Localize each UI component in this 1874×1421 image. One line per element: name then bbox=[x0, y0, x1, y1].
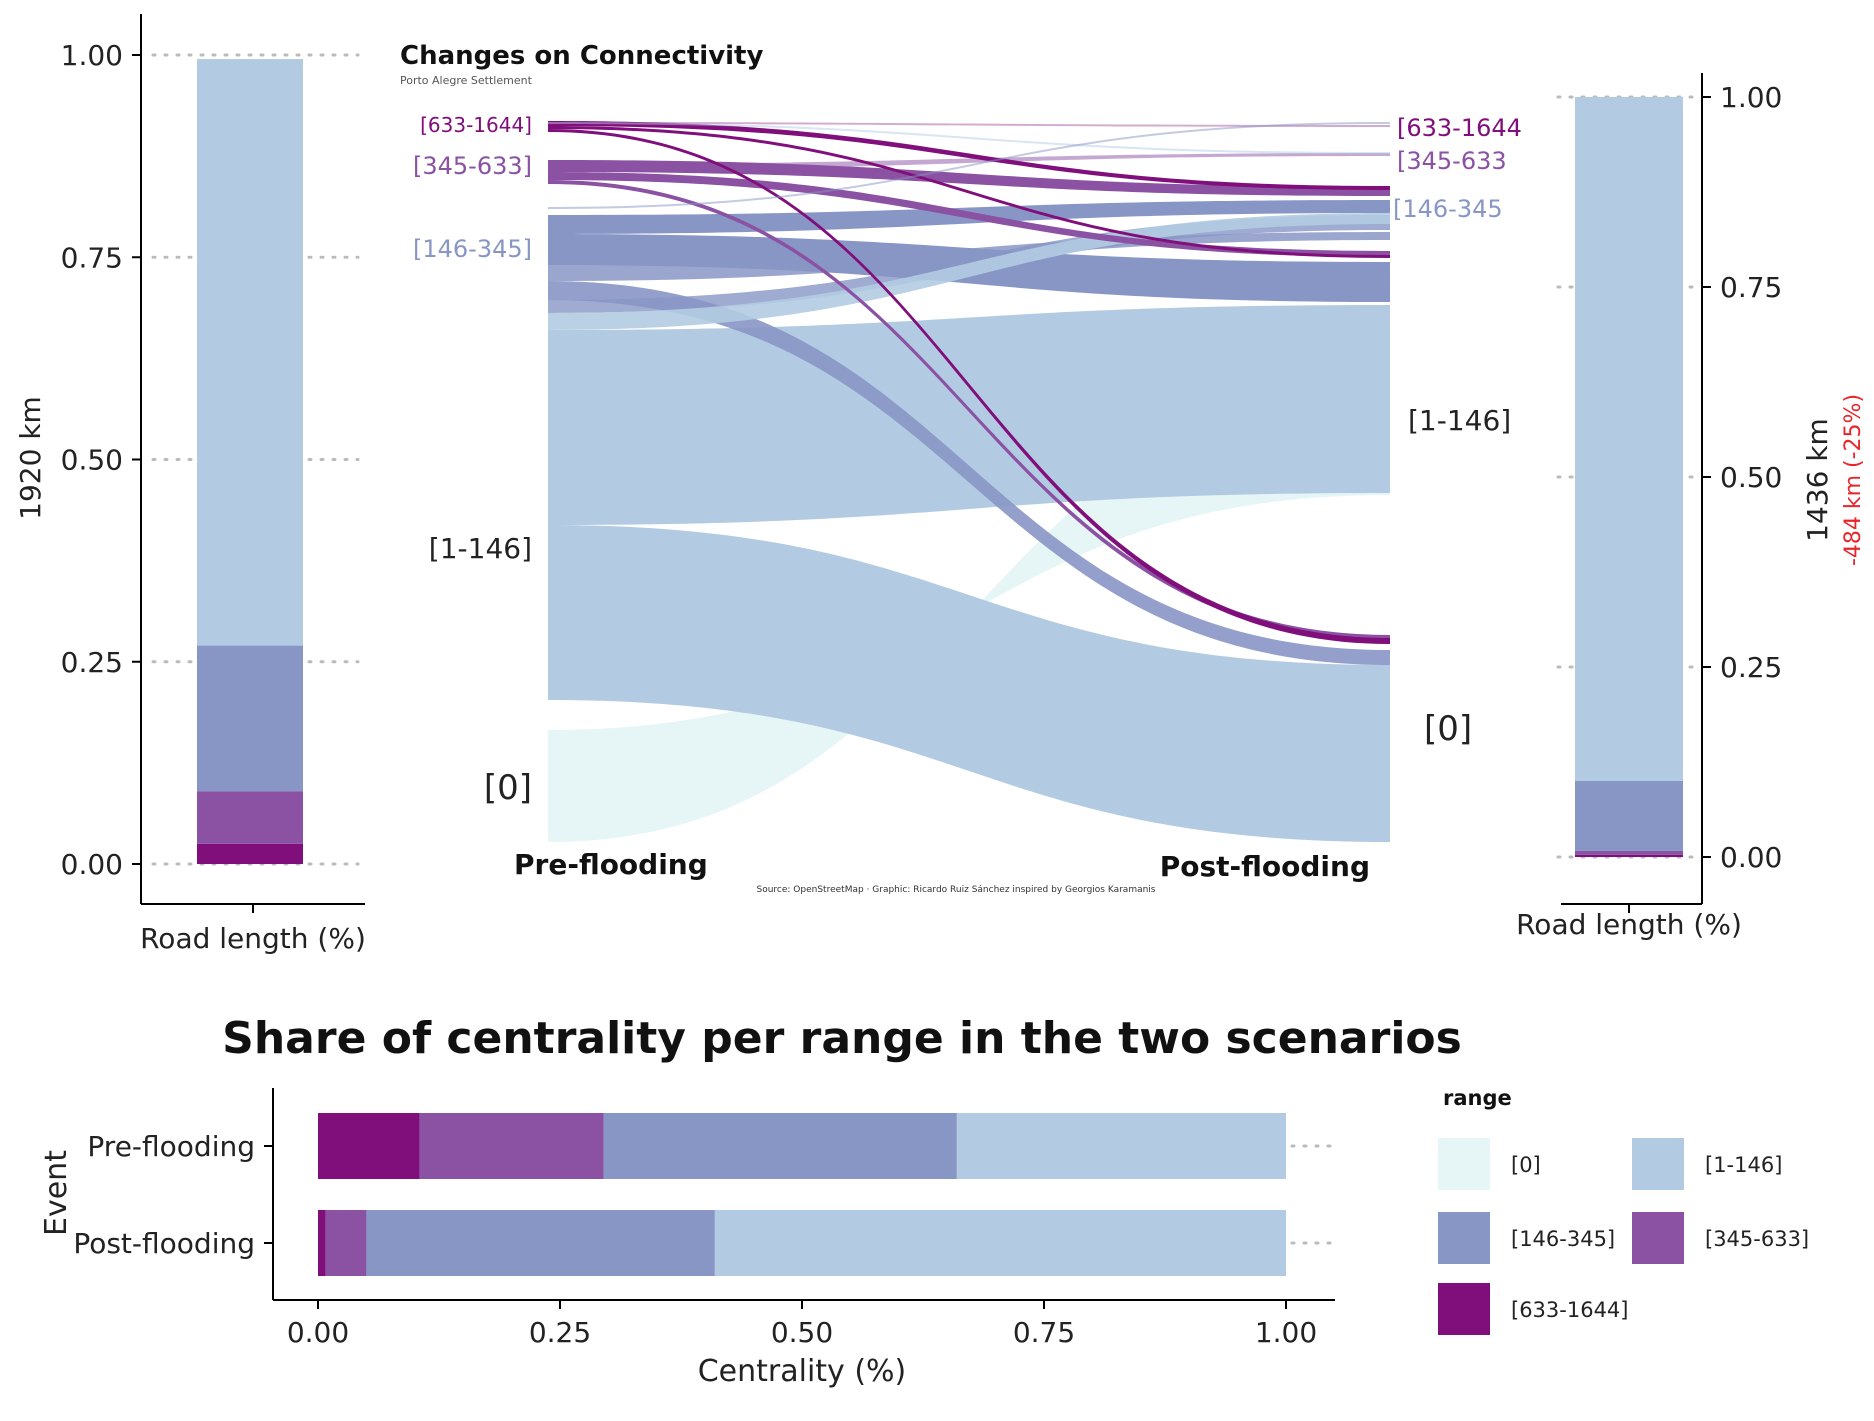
bar-segment-146-345 bbox=[1575, 781, 1683, 851]
sankey-flow bbox=[548, 180, 1390, 640]
sankey-flow bbox=[548, 281, 1390, 665]
bar-segment-345-633 bbox=[1575, 850, 1683, 855]
bar-segment-633-1644 bbox=[197, 843, 303, 864]
y-tick-label: 0.50 bbox=[61, 444, 123, 477]
y-tick-label: 0.75 bbox=[1720, 271, 1782, 304]
y-tick-label: 0.25 bbox=[1720, 651, 1782, 684]
y-tick-label: Pre-flooding bbox=[87, 1130, 255, 1163]
y-tick-label: 0.75 bbox=[61, 241, 123, 274]
right-node-label: [345-633 bbox=[1397, 147, 1507, 175]
y-axis-label: 1436 km bbox=[1801, 418, 1834, 542]
left-road-length-chart: 0.00 0.25 0.50 0.75 1.00 1920 km Road length (… bbox=[14, 14, 366, 955]
road-length-change-label: -484 km (-25%) bbox=[1841, 394, 1866, 566]
y-tick-label: 1.00 bbox=[1720, 81, 1782, 114]
sankey-flow bbox=[548, 129, 1390, 644]
right-road-length-chart: 0.00 0.25 0.50 0.75 1.00 1436 km -484 km (-25%… bbox=[1516, 73, 1866, 941]
sankey-flow bbox=[548, 126, 1390, 258]
legend-label: [345-633] bbox=[1705, 1227, 1809, 1251]
legend-swatch-0 bbox=[1438, 1138, 1490, 1190]
bar-segment-345-633 bbox=[197, 791, 303, 844]
right-node-label: [0] bbox=[1424, 709, 1472, 749]
legend-label: [146-345] bbox=[1511, 1227, 1615, 1251]
left-node-label: [633-1644] bbox=[420, 113, 532, 137]
sankey-title: Changes on Connectivity bbox=[400, 41, 763, 71]
centrality-chart-title: Share of centrality per range in the two… bbox=[222, 1013, 1462, 1064]
bar-segment-633-1644 bbox=[318, 1113, 420, 1179]
bar-segment-1-146 bbox=[197, 59, 303, 646]
sankey-flow bbox=[548, 121, 1390, 190]
y-axis-label: Event bbox=[39, 1150, 74, 1236]
sankey-flow bbox=[548, 153, 1390, 170]
y-tick-label: 0.50 bbox=[1720, 461, 1782, 494]
sankey-flow bbox=[548, 172, 1390, 257]
sankey-flow bbox=[548, 122, 1390, 209]
y-tick-label: 1.00 bbox=[61, 39, 123, 72]
legend-swatch-1-146 bbox=[1632, 1138, 1684, 1190]
bar-segment-345-633 bbox=[325, 1210, 367, 1276]
x-tick-label: 0.00 bbox=[287, 1316, 349, 1349]
legend-swatch-633-1644 bbox=[1438, 1283, 1490, 1335]
bar-segment-1-146 bbox=[956, 1113, 1286, 1179]
left-node-label: [146-345] bbox=[413, 235, 532, 263]
legend-label: [633-1644] bbox=[1511, 1298, 1629, 1322]
x-tick-label: 0.25 bbox=[529, 1316, 591, 1349]
right-node-label: [633-1644 bbox=[1397, 114, 1522, 142]
sankey-caption: Source: OpenStreetMap · Graphic: Ricardo… bbox=[757, 885, 1156, 895]
sankey-flow bbox=[548, 160, 1390, 196]
left-node-label: [345-633] bbox=[413, 152, 532, 180]
y-tick-label: 0.00 bbox=[61, 848, 123, 881]
right-node-label: [1-146] bbox=[1408, 404, 1511, 437]
sankey-flow bbox=[548, 305, 1390, 525]
legend-title: range bbox=[1443, 1086, 1512, 1110]
bar-segment-146-345 bbox=[366, 1210, 715, 1276]
sankey-chart: Changes on Connectivity Porto Alegre Sett… bbox=[400, 41, 1522, 895]
x-tick-label: 1.00 bbox=[1255, 1316, 1317, 1349]
legend-label: [1-146] bbox=[1705, 1153, 1782, 1177]
sankey-flow bbox=[548, 122, 1390, 154]
sankey-flow bbox=[548, 213, 1390, 330]
bar-segment-633-1644 bbox=[318, 1210, 326, 1276]
x-axis-label: Road length (%) bbox=[1516, 908, 1742, 941]
centrality-share-chart: Share of centrality per range in the two… bbox=[39, 1013, 1809, 1389]
sankey-subtitle: Porto Alegre Settlement bbox=[400, 74, 533, 87]
legend-swatch-345-633 bbox=[1632, 1212, 1684, 1264]
bar-segment-345-633 bbox=[419, 1113, 604, 1179]
x-tick-label: 0.75 bbox=[1013, 1316, 1075, 1349]
post-flooding-axis-label: Post-flooding bbox=[1160, 850, 1370, 883]
bar-segment-146-345 bbox=[603, 1113, 957, 1179]
bar-segment-146-345 bbox=[197, 645, 303, 792]
bar-segment-1-146 bbox=[1575, 97, 1683, 781]
x-axis-label: Centrality (%) bbox=[698, 1354, 907, 1389]
left-node-label: [0] bbox=[484, 768, 532, 808]
y-axis-label: 1920 km bbox=[14, 396, 47, 520]
bar-segment-1-146 bbox=[714, 1210, 1286, 1276]
bar-segment-633-1644 bbox=[1575, 854, 1683, 857]
right-node-label: [146-345 bbox=[1393, 195, 1503, 223]
y-tick-label: 0.25 bbox=[61, 646, 123, 679]
legend-swatch-146-345 bbox=[1438, 1212, 1490, 1264]
legend-label: [0] bbox=[1511, 1153, 1541, 1177]
left-node-label: [1-146] bbox=[429, 532, 532, 565]
sankey-flow bbox=[548, 122, 1390, 127]
y-tick-label: 0.00 bbox=[1720, 841, 1782, 874]
x-axis-label: Road length (%) bbox=[140, 922, 366, 955]
x-tick-label: 0.50 bbox=[771, 1316, 833, 1349]
pre-flooding-axis-label: Pre-flooding bbox=[514, 848, 708, 881]
y-tick-label: Post-flooding bbox=[73, 1227, 255, 1260]
sankey-flow bbox=[548, 525, 1390, 842]
